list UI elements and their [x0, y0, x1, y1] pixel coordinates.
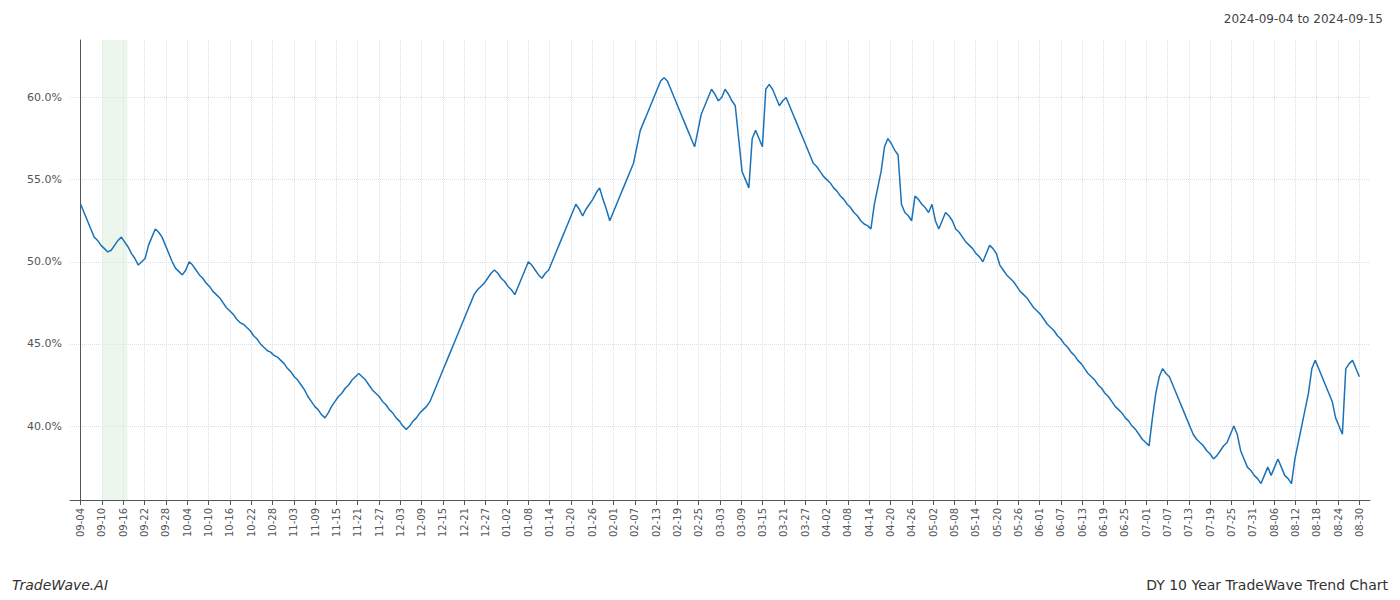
svg-text:08-18: 08-18: [1311, 508, 1322, 537]
svg-text:05-02: 05-02: [928, 508, 939, 537]
svg-text:09-22: 09-22: [139, 508, 150, 537]
svg-text:10-10: 10-10: [203, 508, 214, 537]
svg-text:05-20: 05-20: [992, 508, 1003, 537]
svg-text:10-22: 10-22: [246, 508, 257, 537]
svg-text:40.0%: 40.0%: [27, 420, 62, 433]
svg-text:03-27: 03-27: [800, 508, 811, 537]
svg-text:08-30: 08-30: [1354, 508, 1365, 537]
svg-text:45.0%: 45.0%: [27, 337, 62, 350]
svg-text:10-04: 10-04: [182, 508, 193, 537]
svg-text:12-09: 12-09: [416, 508, 427, 537]
svg-text:04-14: 04-14: [864, 508, 875, 537]
svg-text:08-06: 08-06: [1269, 508, 1280, 537]
svg-text:12-27: 12-27: [480, 508, 491, 537]
svg-text:07-01: 07-01: [1141, 508, 1152, 537]
svg-text:01-20: 01-20: [565, 508, 576, 537]
svg-text:12-03: 12-03: [395, 508, 406, 537]
svg-text:10-16: 10-16: [224, 508, 235, 537]
svg-text:07-13: 07-13: [1183, 508, 1194, 537]
svg-text:50.0%: 50.0%: [27, 255, 62, 268]
svg-text:09-28: 09-28: [160, 508, 171, 537]
svg-text:04-02: 04-02: [821, 508, 832, 537]
svg-text:03-15: 03-15: [757, 508, 768, 537]
svg-text:DY 10 Year TradeWave Trend Cha: DY 10 Year TradeWave Trend Chart: [1146, 577, 1388, 593]
svg-text:02-25: 02-25: [693, 508, 704, 537]
svg-text:04-26: 04-26: [906, 508, 917, 537]
svg-text:07-07: 07-07: [1162, 508, 1173, 537]
svg-text:11-15: 11-15: [331, 508, 342, 537]
svg-text:07-19: 07-19: [1205, 508, 1216, 537]
svg-text:08-24: 08-24: [1333, 508, 1344, 537]
svg-text:2024-09-04 to 2024-09-15: 2024-09-04 to 2024-09-15: [1224, 12, 1383, 26]
svg-text:06-25: 06-25: [1119, 508, 1130, 537]
svg-text:02-07: 02-07: [629, 508, 640, 537]
svg-text:11-09: 11-09: [310, 508, 321, 537]
svg-text:11-03: 11-03: [288, 508, 299, 537]
svg-text:11-21: 11-21: [352, 508, 363, 537]
svg-text:12-15: 12-15: [437, 508, 448, 537]
svg-text:05-08: 05-08: [949, 508, 960, 537]
svg-text:07-31: 07-31: [1247, 508, 1258, 537]
svg-text:03-03: 03-03: [715, 508, 726, 537]
svg-text:06-07: 06-07: [1055, 508, 1066, 537]
svg-text:02-01: 02-01: [608, 508, 619, 537]
svg-text:09-04: 09-04: [75, 508, 86, 537]
svg-text:01-26: 01-26: [587, 508, 598, 537]
svg-text:06-13: 06-13: [1077, 508, 1088, 537]
svg-text:01-02: 01-02: [501, 508, 512, 537]
svg-text:04-20: 04-20: [885, 508, 896, 537]
svg-text:05-26: 05-26: [1013, 508, 1024, 537]
svg-text:05-14: 05-14: [970, 508, 981, 537]
svg-text:55.0%: 55.0%: [27, 173, 62, 186]
svg-text:TradeWave.AI: TradeWave.AI: [12, 577, 108, 593]
svg-text:03-21: 03-21: [778, 508, 789, 537]
svg-text:06-19: 06-19: [1098, 508, 1109, 537]
svg-text:01-14: 01-14: [544, 508, 555, 537]
svg-text:08-12: 08-12: [1290, 508, 1301, 537]
svg-text:02-13: 02-13: [651, 508, 662, 537]
svg-text:10-28: 10-28: [267, 508, 278, 537]
svg-text:01-08: 01-08: [523, 508, 534, 537]
svg-text:12-21: 12-21: [459, 508, 470, 537]
svg-text:11-27: 11-27: [374, 508, 385, 537]
svg-text:60.0%: 60.0%: [27, 91, 62, 104]
svg-text:02-19: 02-19: [672, 508, 683, 537]
svg-text:06-01: 06-01: [1034, 508, 1045, 537]
svg-text:09-16: 09-16: [118, 508, 129, 537]
svg-text:09-10: 09-10: [96, 508, 107, 537]
svg-text:03-09: 03-09: [736, 508, 747, 537]
svg-text:07-25: 07-25: [1226, 508, 1237, 537]
svg-text:04-08: 04-08: [842, 508, 853, 537]
